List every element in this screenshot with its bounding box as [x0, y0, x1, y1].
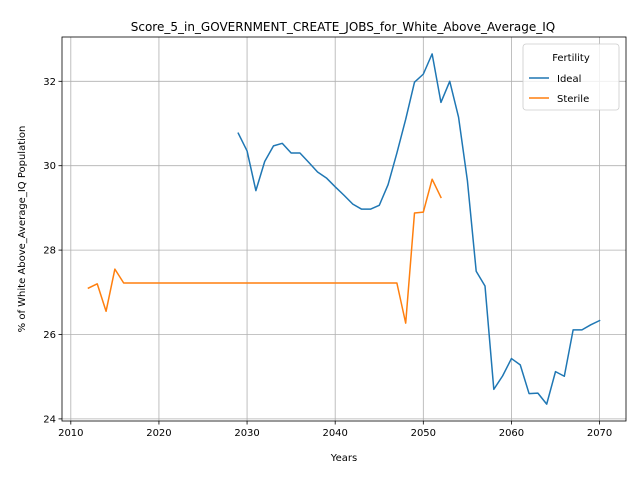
x-tick-label: 2050 — [411, 428, 436, 439]
grid — [62, 37, 626, 421]
y-tick-label: 30 — [43, 161, 56, 172]
chart-title: Score_5_in_GOVERNMENT_CREATE_JOBS_for_Wh… — [131, 20, 555, 34]
legend-label-ideal: Ideal — [557, 74, 581, 85]
x-tick-label: 2070 — [587, 428, 612, 439]
series-lines — [87, 53, 601, 405]
plot-frame — [61, 36, 627, 422]
series-line-sterile — [87, 178, 442, 324]
y-tick-label: 24 — [43, 414, 56, 425]
y-tick-label: 32 — [43, 77, 56, 88]
y-axis-label: % of White Above_Average_IQ Population — [17, 126, 28, 333]
x-axis-label: Years — [330, 453, 357, 464]
x-tick-label: 2020 — [146, 428, 171, 439]
axis-ticks: 2010 2020 2030 2040 2050 2060 2070 24 26 28 30 32 — [43, 77, 612, 439]
x-tick-label: 2040 — [322, 428, 347, 439]
x-tick-label: 2060 — [499, 428, 524, 439]
x-tick-label: 2010 — [58, 428, 83, 439]
legend-box — [522, 43, 620, 111]
y-tick-label: 28 — [43, 246, 56, 257]
legend-label-sterile: Sterile — [557, 94, 589, 105]
x-tick-label: 2030 — [234, 428, 259, 439]
legend-title: Fertility — [552, 53, 590, 64]
y-tick-label: 26 — [43, 330, 56, 341]
legend: Fertility Ideal Sterile — [522, 43, 620, 111]
series-line-ideal — [237, 53, 601, 405]
